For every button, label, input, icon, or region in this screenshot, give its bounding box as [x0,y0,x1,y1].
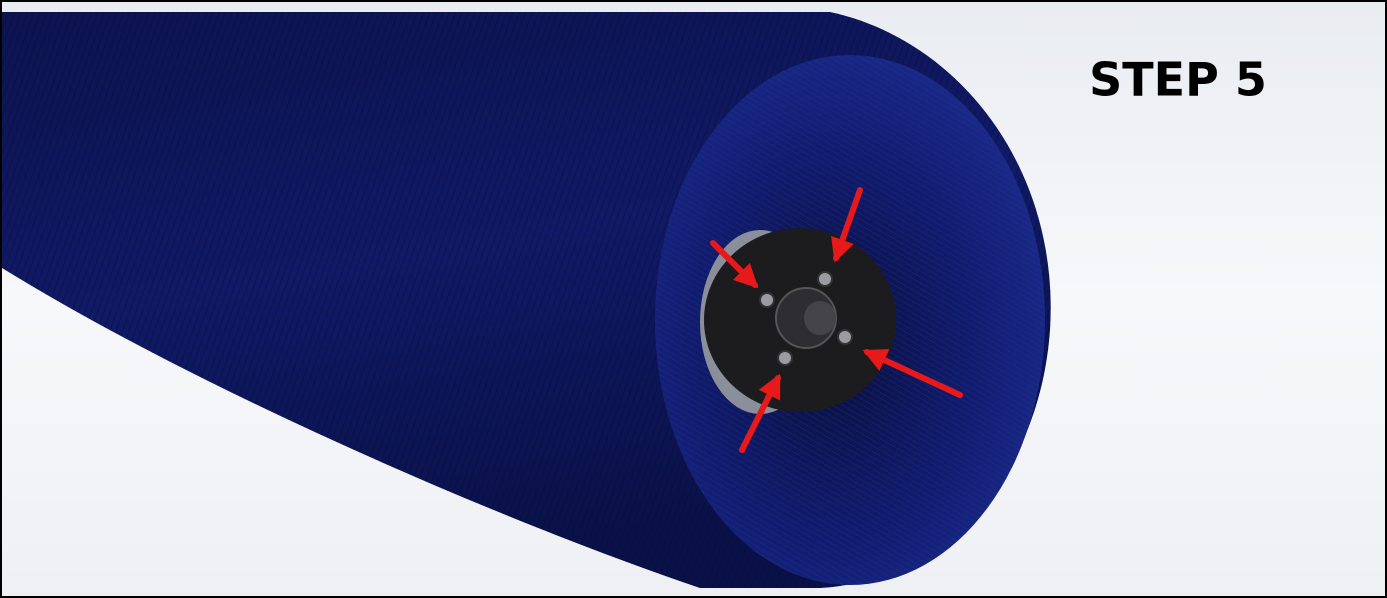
bolt [837,329,853,345]
bolt [777,350,793,366]
bolt [759,292,775,308]
brush [2,12,1051,588]
bolt [817,271,833,287]
arrows [710,187,963,453]
step-title: STEP 5 [1089,53,1267,107]
